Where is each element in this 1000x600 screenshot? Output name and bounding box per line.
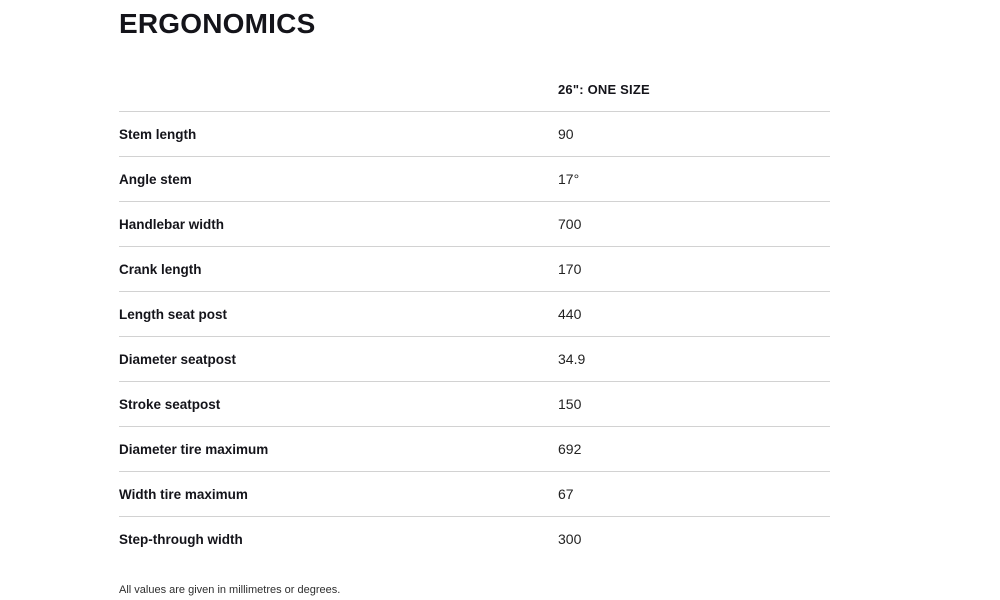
spec-label: Handlebar width: [119, 216, 225, 232]
table-row: Stroke seatpost 150: [119, 381, 830, 427]
spec-value: 17°: [558, 171, 580, 188]
spec-column-header: [119, 67, 558, 112]
table-header-row: 26": ONE SIZE: [119, 67, 830, 112]
page-title: ERGONOMICS: [119, 8, 316, 39]
spec-label: Angle stem: [119, 171, 192, 187]
spec-value: 67: [558, 486, 574, 503]
table-row: Step-through width 300: [119, 516, 830, 562]
table-row: Handlebar width 700: [119, 201, 830, 247]
table-body: Stem length 90 Angle stem 17° Handlebar …: [119, 111, 830, 562]
ergonomics-table: 26": ONE SIZE Stem length 90 Angle stem …: [119, 67, 830, 561]
spec-value: 90: [558, 126, 574, 143]
spec-label: Step-through width: [119, 531, 243, 547]
table-row: Stem length 90: [119, 111, 830, 157]
table-row: Crank length 170: [119, 246, 830, 292]
spec-value: 150: [558, 396, 582, 413]
spec-label: Diameter seatpost: [119, 351, 237, 367]
ergonomics-section: ERGONOMICS 26": ONE SIZE Stem length 90 …: [119, 0, 830, 596]
spec-label: Diameter tire maximum: [119, 441, 269, 457]
spec-label: Width tire maximum: [119, 486, 248, 502]
spec-value: 440: [558, 306, 582, 323]
spec-label: Stroke seatpost: [119, 396, 221, 412]
size-column-header: 26": ONE SIZE: [558, 81, 650, 97]
spec-label: Length seat post: [119, 306, 228, 322]
spec-value: 300: [558, 531, 582, 548]
spec-label: Crank length: [119, 261, 202, 277]
table-row: Length seat post 440: [119, 291, 830, 337]
table-row: Diameter seatpost 34.9: [119, 336, 830, 382]
spec-value: 34.9: [558, 351, 586, 368]
spec-value: 700: [558, 216, 582, 233]
table-row: Width tire maximum 67: [119, 471, 830, 517]
table-row: Angle stem 17°: [119, 156, 830, 202]
spec-value: 692: [558, 441, 582, 458]
spec-value: 170: [558, 261, 582, 278]
units-footnote: All values are given in millimetres or d…: [119, 584, 341, 597]
spec-label: Stem length: [119, 126, 197, 142]
table-row: Diameter tire maximum 692: [119, 426, 830, 472]
